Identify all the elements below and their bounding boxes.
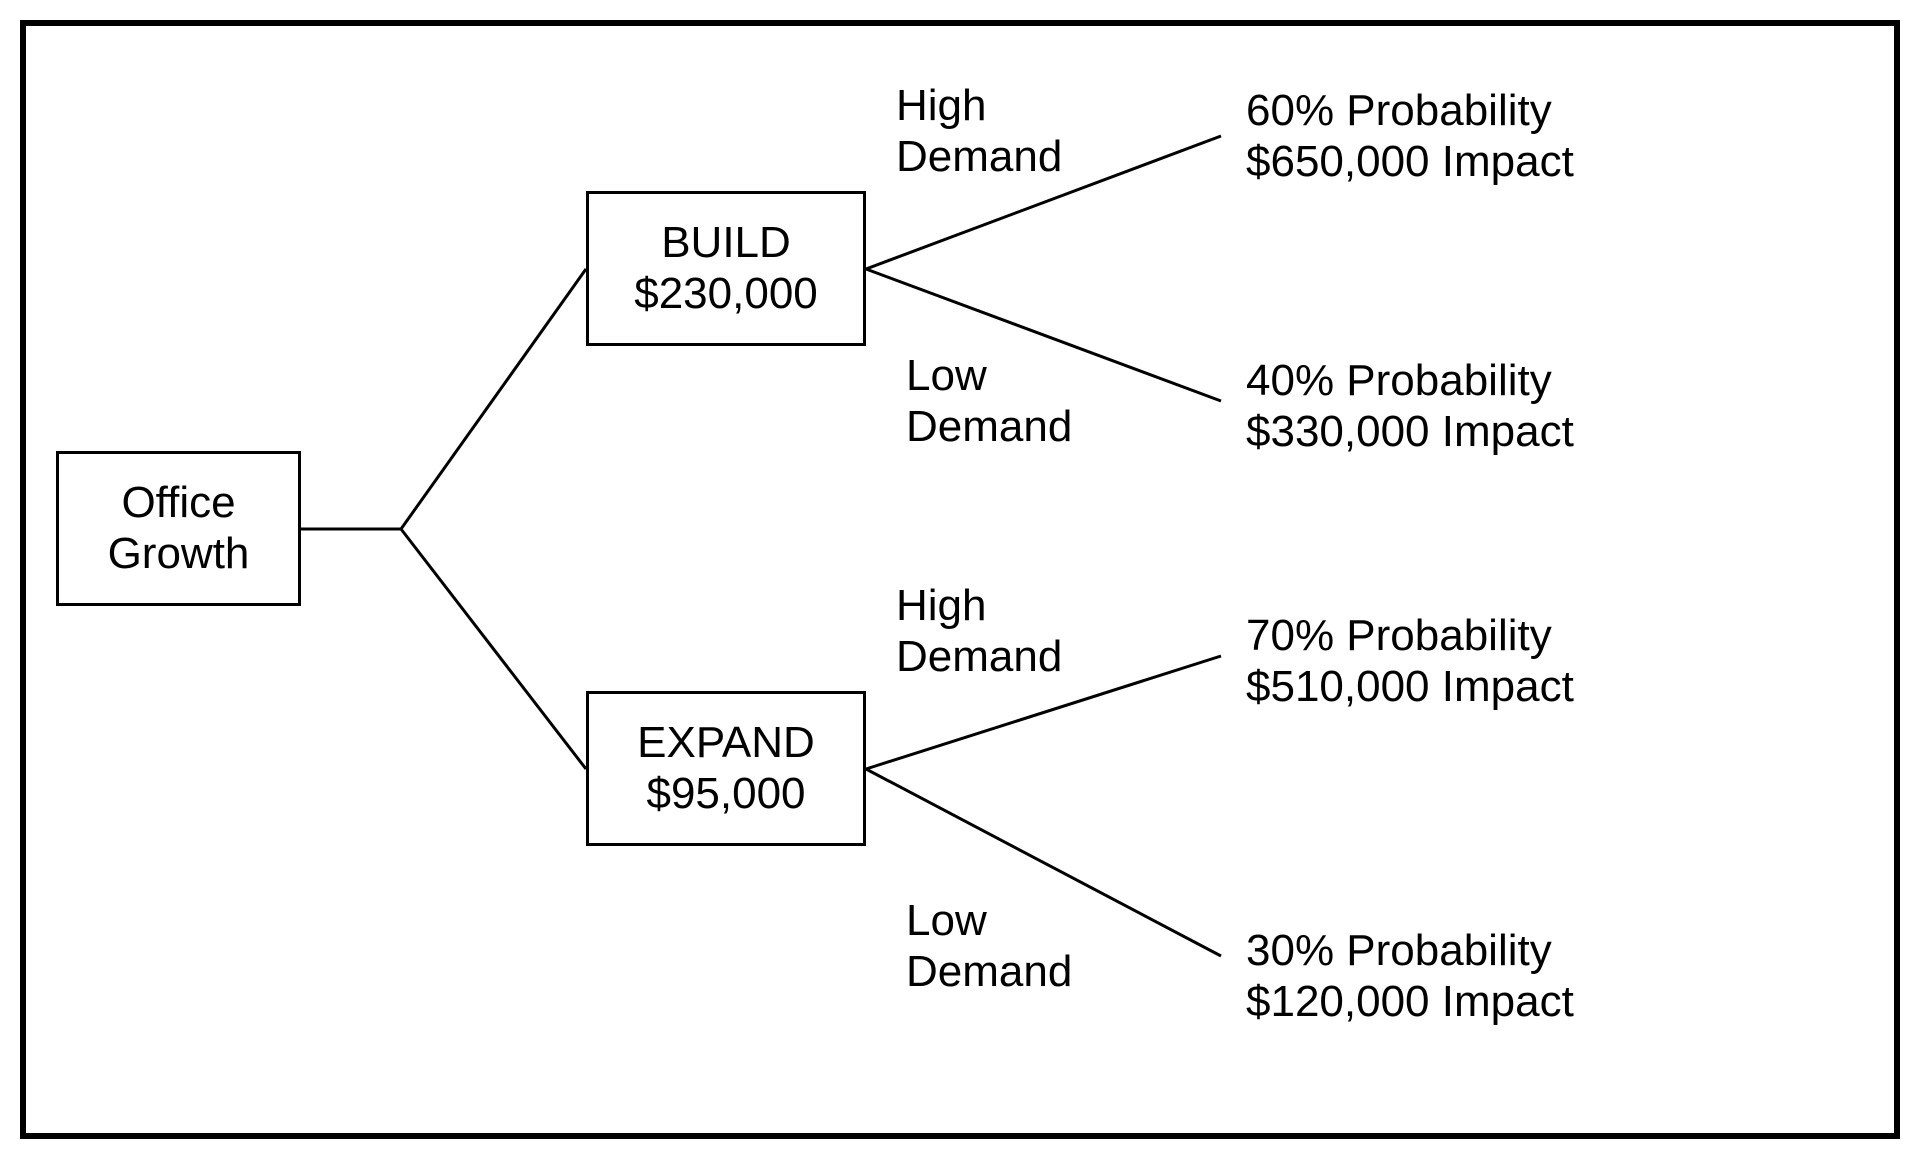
expand-low-outcome: 30% Probability $120,000 Impact xyxy=(1246,926,1574,1027)
expand-high-impact: $510,000 Impact xyxy=(1246,662,1574,713)
build-low-impact: $330,000 Impact xyxy=(1246,407,1574,458)
decision-build-title: BUILD xyxy=(661,218,791,269)
expand-high-demand-label: High Demand xyxy=(896,581,1062,682)
build-high-outcome: 60% Probability $650,000 Impact xyxy=(1246,86,1574,187)
build-high-demand-line1: High xyxy=(896,81,1062,132)
root-line2: Growth xyxy=(108,529,250,580)
decision-build-cost: $230,000 xyxy=(634,269,818,320)
build-high-probability: 60% Probability xyxy=(1246,86,1574,137)
diagram-frame: Office Growth BUILD $230,000 EXPAND $95,… xyxy=(20,20,1900,1139)
expand-high-demand-line2: Demand xyxy=(896,632,1062,683)
expand-high-outcome: 70% Probability $510,000 Impact xyxy=(1246,611,1574,712)
decision-expand-title: EXPAND xyxy=(637,718,815,769)
build-high-demand-line2: Demand xyxy=(896,132,1062,183)
root-line1: Office xyxy=(121,478,235,529)
decision-expand-cost: $95,000 xyxy=(646,769,805,820)
expand-low-demand-label: Low Demand xyxy=(906,896,1072,997)
build-low-demand-line1: Low xyxy=(906,351,1072,402)
decision-build-node: BUILD $230,000 xyxy=(586,191,866,346)
expand-high-probability: 70% Probability xyxy=(1246,611,1574,662)
expand-low-demand-line1: Low xyxy=(906,896,1072,947)
build-high-demand-label: High Demand xyxy=(896,81,1062,182)
build-low-demand-line2: Demand xyxy=(906,402,1072,453)
decision-expand-node: EXPAND $95,000 xyxy=(586,691,866,846)
expand-low-demand-line2: Demand xyxy=(906,947,1072,998)
expand-low-impact: $120,000 Impact xyxy=(1246,977,1574,1028)
build-low-probability: 40% Probability xyxy=(1246,356,1574,407)
build-low-demand-label: Low Demand xyxy=(906,351,1072,452)
expand-high-demand-line1: High xyxy=(896,581,1062,632)
root-node: Office Growth xyxy=(56,451,301,606)
build-high-impact: $650,000 Impact xyxy=(1246,137,1574,188)
build-low-outcome: 40% Probability $330,000 Impact xyxy=(1246,356,1574,457)
expand-low-probability: 30% Probability xyxy=(1246,926,1574,977)
